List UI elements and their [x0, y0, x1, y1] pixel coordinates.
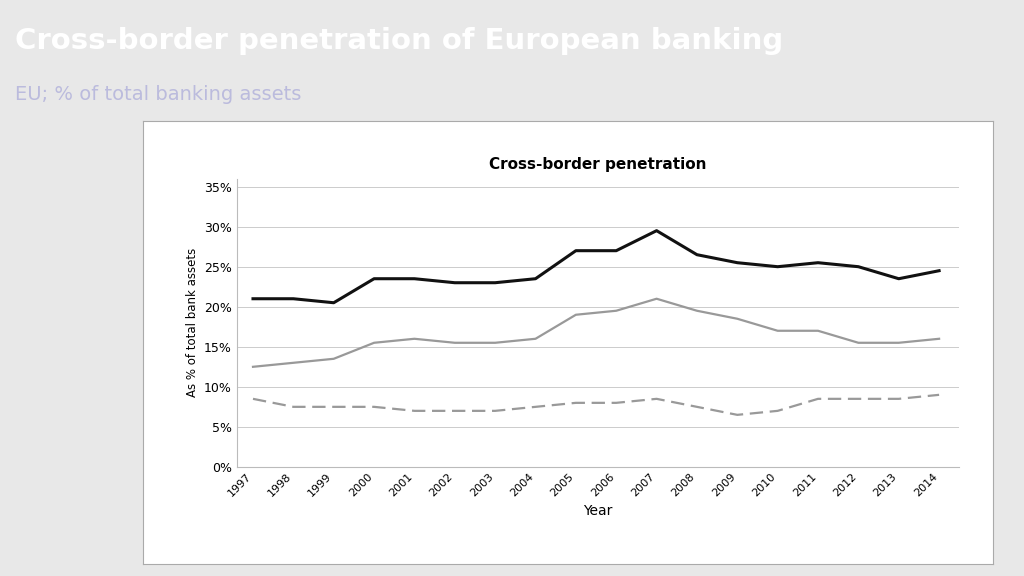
Y-axis label: As % of total bank assets: As % of total bank assets — [185, 248, 199, 397]
X-axis label: Year: Year — [584, 505, 612, 518]
Text: EU; % of total banking assets: EU; % of total banking assets — [15, 85, 302, 104]
Text: Cross-border penetration of European banking: Cross-border penetration of European ban… — [15, 26, 783, 55]
Title: Cross-border penetration: Cross-border penetration — [489, 157, 707, 172]
